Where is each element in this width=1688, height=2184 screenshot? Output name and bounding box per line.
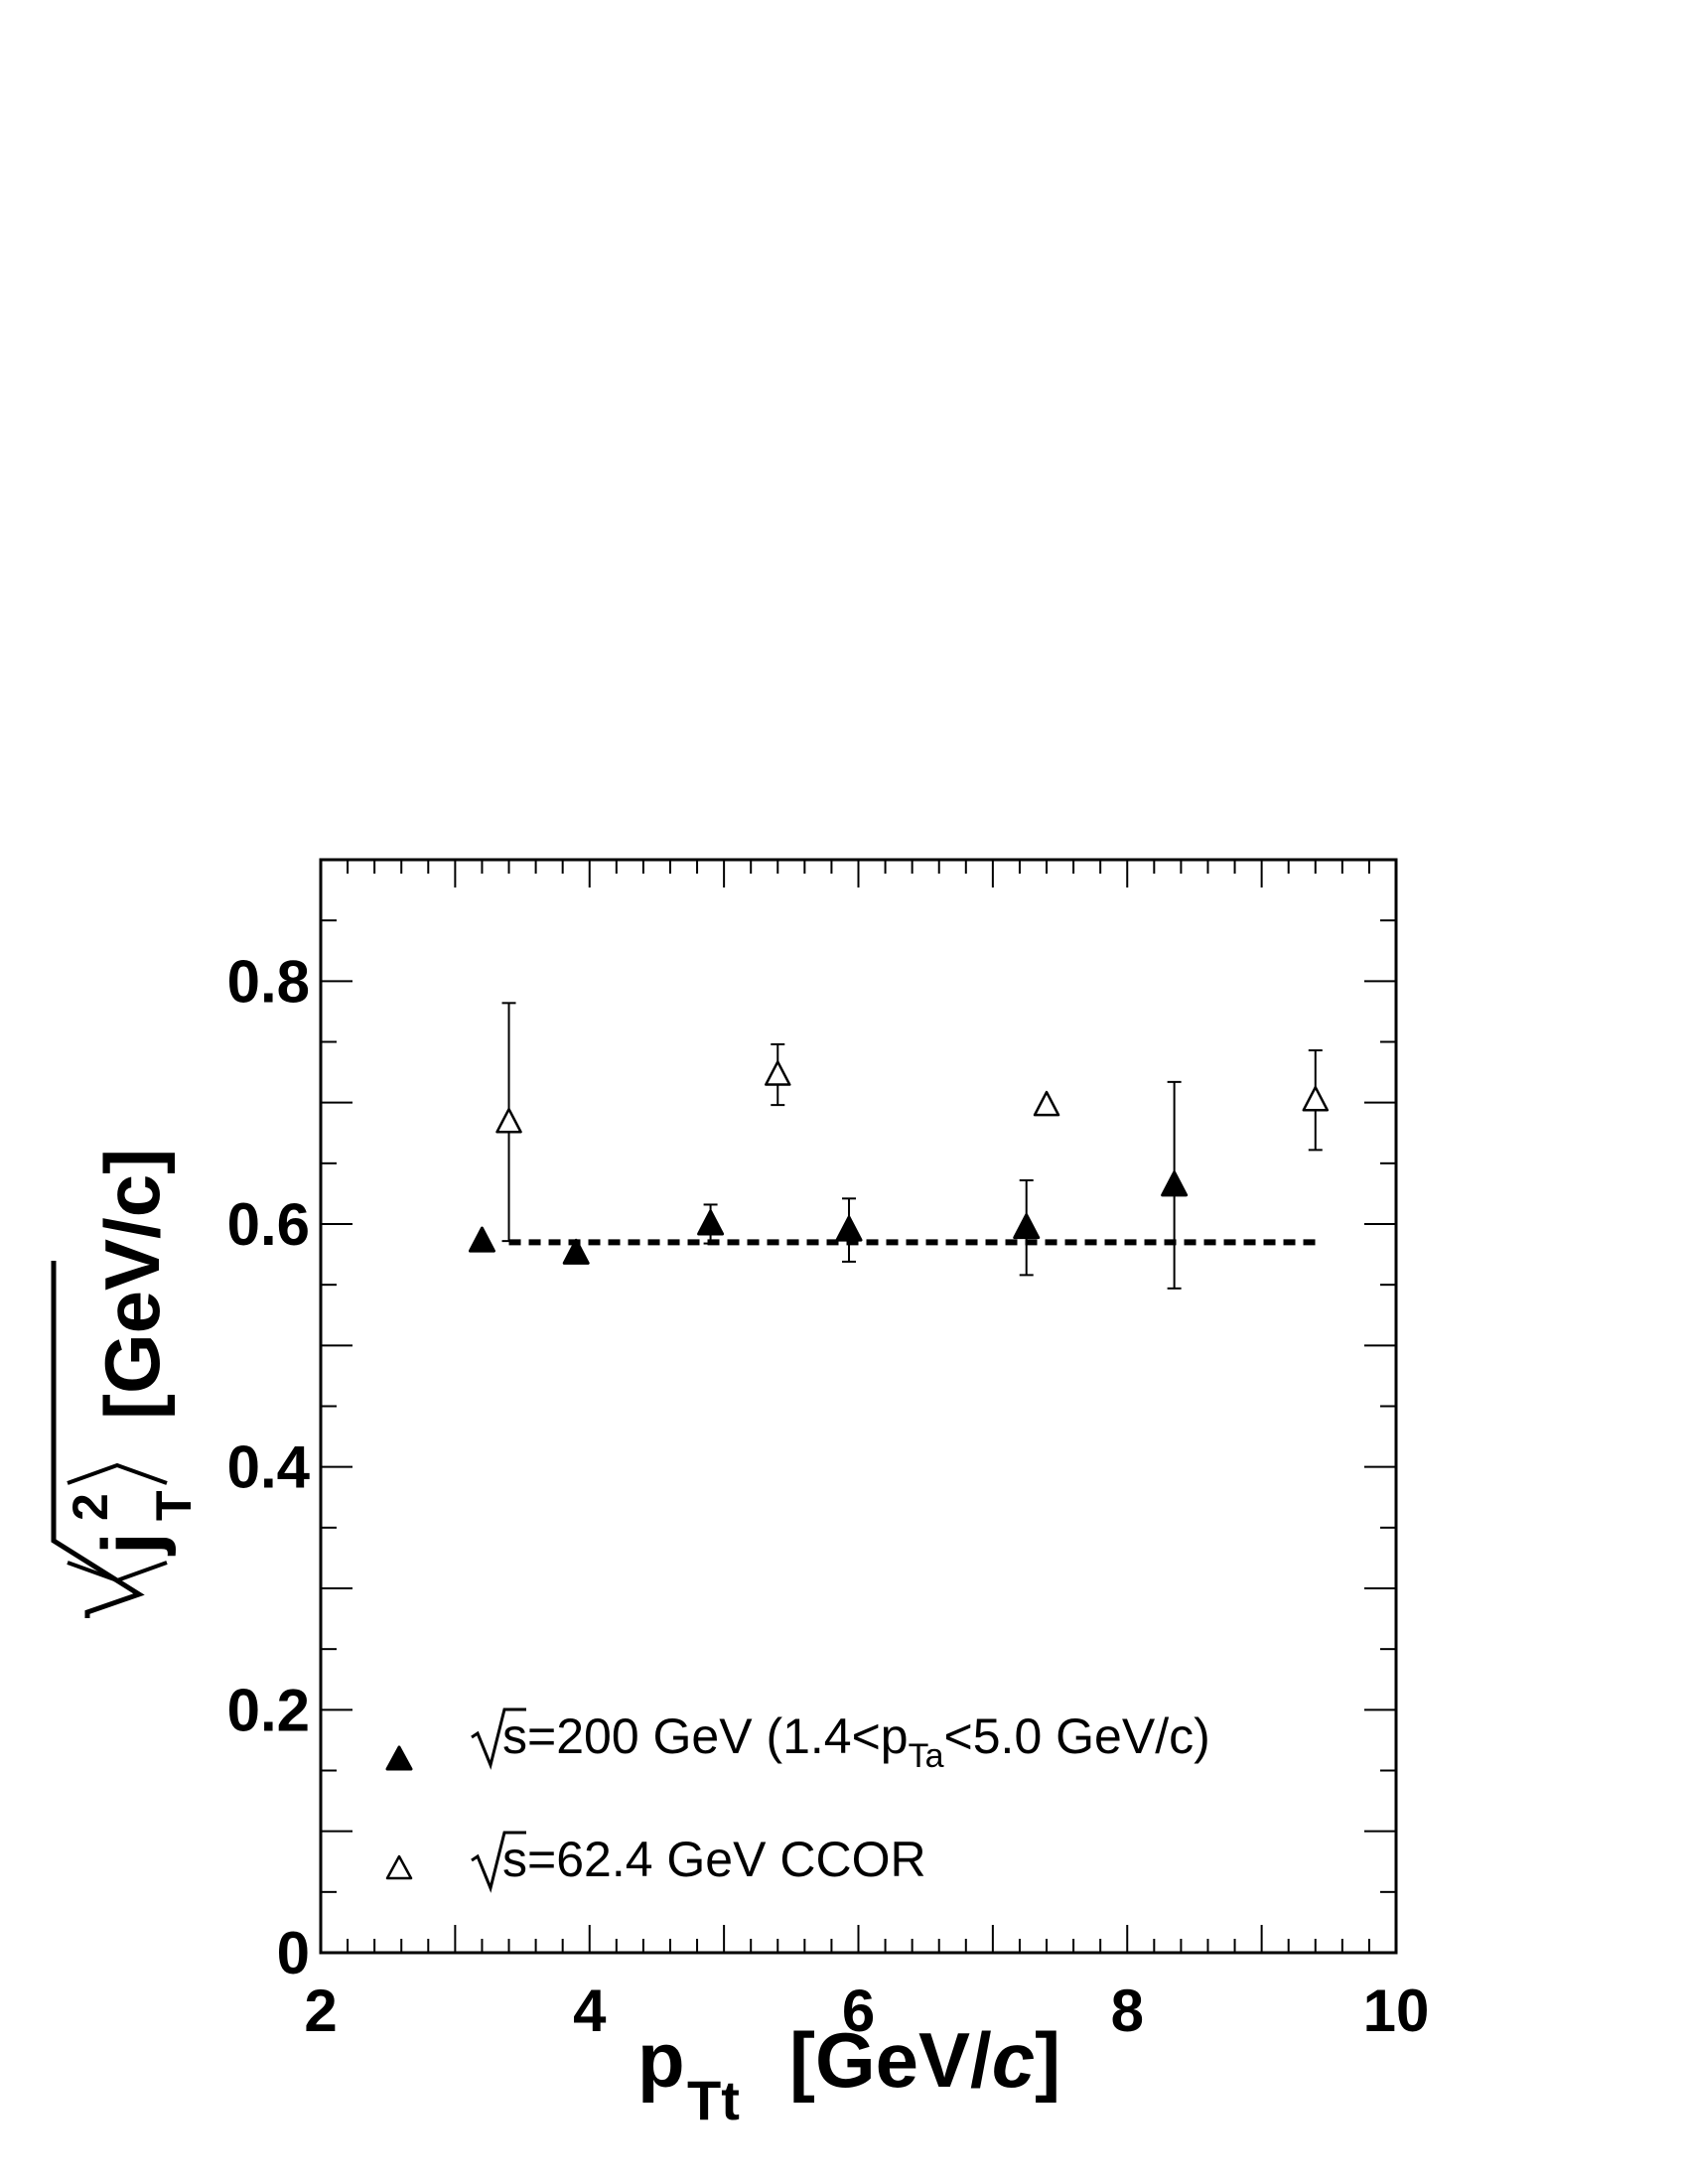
legend-200-eq: =200 GeV (1.4<p: [527, 1708, 909, 1764]
legend-label-200gev: s=200 GeV (1.4<pTa<5.0 GeV/c): [502, 1708, 1210, 1775]
y-tick-label: 0.4: [227, 1434, 311, 1501]
y-tick-label: 0.8: [227, 948, 310, 1015]
y-axis-title-j: j: [86, 1532, 177, 1557]
data-point-200gev: [1013, 1213, 1041, 1240]
data-point-200gev: [468, 1226, 495, 1253]
x-axis-title-units: [GeV/c]: [789, 2016, 1060, 2104]
legend-200-root: s: [502, 1708, 527, 1764]
x-tick-label: 8: [1111, 1978, 1144, 2044]
legend-marker-open-triangle-icon: [385, 1854, 413, 1880]
data-point-200gev: [697, 1209, 725, 1236]
legend-marker-filled-triangle-icon: [385, 1745, 413, 1771]
data-point-200gev: [562, 1238, 590, 1265]
axis-ticks: [320, 859, 1397, 1954]
right-angle-bracket-icon: [67, 1462, 168, 1485]
x-tick-label: 2: [304, 1978, 337, 2044]
data-point-200gev: [1161, 1170, 1189, 1197]
x-axis-title-sub: Tt: [687, 2069, 740, 2131]
legend-200-rest: <5.0 GeV/c): [944, 1708, 1210, 1764]
legend-sqrt-icon-2: [471, 1831, 526, 1893]
data-point-62gev: [765, 1060, 791, 1086]
data-point-200gev: [835, 1215, 863, 1242]
legend-62-root: s: [502, 1832, 527, 1887]
y-axis-title-units: [GeV/c]: [88, 1149, 176, 1420]
x-axis-title-main: p: [637, 2016, 685, 2104]
y-tick-label: 0.2: [227, 1677, 310, 1743]
axis-tick-labels: 2 4 6 8 10 0 0.2 0.4 0.6 0.8: [227, 948, 1430, 2044]
data-point-62gev: [1033, 1090, 1060, 1117]
y-axis-title-sub: T: [146, 1490, 202, 1521]
legend-sqrt-icon: [471, 1707, 526, 1770]
sqrt-symbol-icon: [51, 1261, 145, 1618]
legend-62-eq: =62.4 GeV CCOR: [527, 1832, 926, 1887]
legend-label-62gev: s=62.4 GeV CCOR: [502, 1832, 926, 1887]
data-point-62gev: [495, 1107, 522, 1134]
left-angle-bracket-icon: [67, 1561, 168, 1583]
x-units-pre: [GeV/: [789, 2016, 992, 2104]
y-tick-label: 0: [277, 1920, 310, 1986]
y-axis-title: j 2 T [GeV/c]: [51, 1149, 202, 1618]
x-tick-label: 4: [573, 1978, 607, 2044]
y-tick-label: 0.6: [227, 1191, 310, 1258]
x-tick-label: 6: [842, 1978, 875, 2044]
x-axis-title: p Tt [GeV/c]: [637, 2016, 1060, 2131]
y-axis-title-sup: 2: [63, 1493, 118, 1521]
x-tick-label: 10: [1363, 1978, 1430, 2044]
x-units-post: ]: [1035, 2016, 1060, 2104]
x-units-italic: c: [992, 2016, 1035, 2104]
legend-200-sub: Ta: [909, 1737, 944, 1775]
data-points: [468, 1002, 1330, 1290]
plot-frame: [319, 858, 1398, 1955]
legend: s=200 GeV (1.4<pTa<5.0 GeV/c) s=62.4 GeV…: [385, 1707, 1210, 1893]
data-point-62gev: [1302, 1085, 1330, 1112]
